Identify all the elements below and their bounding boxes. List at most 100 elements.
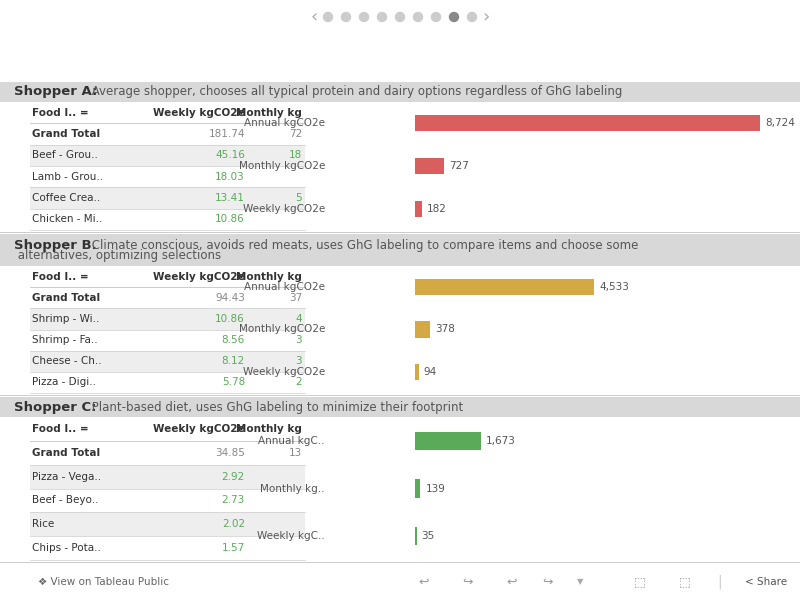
Text: Monthly kg: Monthly kg (236, 107, 302, 118)
Text: 1.57: 1.57 (222, 543, 245, 553)
Text: 727: 727 (449, 161, 469, 171)
Circle shape (467, 13, 477, 22)
Text: Coffee Crea..: Coffee Crea.. (32, 193, 100, 203)
Text: Lamb - Grou..: Lamb - Grou.. (32, 172, 103, 182)
Bar (0, 82, 800, 102)
Text: Weekly kgCO2e: Weekly kgCO2e (242, 367, 325, 377)
Text: Chips - Pota..: Chips - Pota.. (32, 543, 101, 553)
Text: 5: 5 (295, 193, 302, 203)
Text: Monthly kg..: Monthly kg.. (261, 484, 325, 493)
Text: 5.78: 5.78 (222, 377, 245, 388)
Text: Annual kgCO2e: Annual kgCO2e (244, 282, 325, 292)
Text: 13.41: 13.41 (215, 193, 245, 203)
Text: 18.03: 18.03 (215, 172, 245, 182)
Text: 3: 3 (295, 356, 302, 366)
Text: Monthly kg: Monthly kg (236, 272, 302, 281)
Text: 139: 139 (426, 484, 446, 493)
Circle shape (414, 13, 422, 22)
Text: Food I.. =: Food I.. = (32, 272, 89, 281)
Text: Monthly kgCO2e: Monthly kgCO2e (238, 325, 325, 335)
Circle shape (395, 13, 405, 22)
Text: 182: 182 (427, 203, 447, 214)
Text: |: | (718, 575, 722, 589)
Text: Beef - Grou..: Beef - Grou.. (32, 151, 98, 160)
Text: 10.86: 10.86 (215, 214, 245, 224)
Bar (415, 200, 422, 217)
Text: Grand Total: Grand Total (32, 129, 100, 139)
Bar (0, 234, 800, 266)
Text: Plant-based diet, uses GhG labeling to minimize their footprint: Plant-based diet, uses GhG labeling to m… (88, 401, 463, 413)
Circle shape (431, 13, 441, 22)
Bar (30, 187, 305, 209)
Text: Weekly kgCO2e: Weekly kgCO2e (154, 272, 245, 281)
Text: ›: › (482, 8, 490, 26)
Text: Weekly kgCO2e: Weekly kgCO2e (154, 424, 245, 434)
Text: Weekly kgCO2e: Weekly kgCO2e (154, 107, 245, 118)
Text: ↪: ↪ (542, 575, 554, 589)
Text: 72: 72 (289, 129, 302, 139)
Text: ❖ View on Tableau Public: ❖ View on Tableau Public (38, 577, 169, 587)
Text: 45.16: 45.16 (215, 151, 245, 160)
Text: Climate conscious, avoids red meats, uses GhG labeling to compare items and choo: Climate conscious, avoids red meats, use… (88, 238, 638, 251)
Text: Chicken - Mi..: Chicken - Mi.. (32, 214, 102, 224)
Text: Shrimp - Wi..: Shrimp - Wi.. (32, 314, 99, 324)
Text: 2.02: 2.02 (222, 519, 245, 529)
Text: Rice: Rice (32, 519, 54, 529)
Text: ⬚: ⬚ (679, 575, 691, 589)
Bar (415, 364, 418, 380)
Bar (415, 527, 417, 545)
Text: Weekly kgCO2e: Weekly kgCO2e (242, 203, 325, 214)
Text: 8.56: 8.56 (222, 335, 245, 345)
Text: Average shopper, chooses all typical protein and dairy options regardless of GhG: Average shopper, chooses all typical pro… (88, 85, 622, 98)
Text: ⬚: ⬚ (634, 575, 646, 589)
Text: ▼: ▼ (577, 577, 583, 587)
Text: 34.85: 34.85 (215, 448, 245, 458)
Text: alternatives, optimizing selections: alternatives, optimizing selections (14, 248, 221, 262)
Circle shape (359, 13, 369, 22)
Text: Monthly kg: Monthly kg (236, 424, 302, 434)
Bar (30, 308, 305, 329)
Text: ↪: ↪ (462, 575, 474, 589)
Text: Pizza - Digi..: Pizza - Digi.. (32, 377, 96, 388)
Text: ↩: ↩ (418, 575, 430, 589)
Circle shape (342, 13, 350, 22)
Text: 181.74: 181.74 (209, 129, 245, 139)
Text: 4: 4 (295, 314, 302, 324)
Text: 4,533: 4,533 (599, 282, 629, 292)
Bar (30, 145, 305, 166)
Text: 3: 3 (295, 335, 302, 345)
Bar (30, 350, 305, 372)
Text: Food I.. =: Food I.. = (32, 424, 89, 434)
Text: 94: 94 (424, 367, 437, 377)
Bar (415, 158, 444, 174)
Text: Food I.. =: Food I.. = (32, 107, 89, 118)
Text: Grand Total: Grand Total (32, 448, 100, 458)
Text: 378: 378 (435, 325, 455, 335)
Text: Annual kgCO2e: Annual kgCO2e (244, 118, 325, 128)
Text: 8.12: 8.12 (222, 356, 245, 366)
Text: Annual kgC..: Annual kgC.. (258, 436, 325, 446)
Circle shape (378, 13, 386, 22)
Text: 2.92: 2.92 (222, 472, 245, 482)
Text: 10.86: 10.86 (215, 314, 245, 324)
Text: Cheese - Ch..: Cheese - Ch.. (32, 356, 102, 366)
Bar (0, 397, 800, 417)
Bar (415, 279, 594, 295)
Bar (415, 432, 481, 450)
Text: Pizza - Vega..: Pizza - Vega.. (32, 472, 101, 482)
Text: 1,673: 1,673 (486, 436, 516, 446)
Text: Monthly kgCO2e: Monthly kgCO2e (238, 161, 325, 171)
Circle shape (323, 13, 333, 22)
Text: ‹: ‹ (310, 8, 318, 26)
Bar (415, 322, 430, 338)
Text: 8,724: 8,724 (765, 118, 795, 128)
Text: ↩: ↩ (506, 575, 518, 589)
Text: 2.73: 2.73 (222, 496, 245, 505)
Text: < Share: < Share (745, 577, 787, 587)
Bar (415, 479, 421, 497)
Text: Shrimp - Fa..: Shrimp - Fa.. (32, 335, 98, 345)
Text: Weekly kgC..: Weekly kgC.. (258, 531, 325, 541)
Text: Shopper A:: Shopper A: (14, 85, 98, 98)
Bar (30, 512, 305, 536)
Text: 94.43: 94.43 (215, 293, 245, 303)
